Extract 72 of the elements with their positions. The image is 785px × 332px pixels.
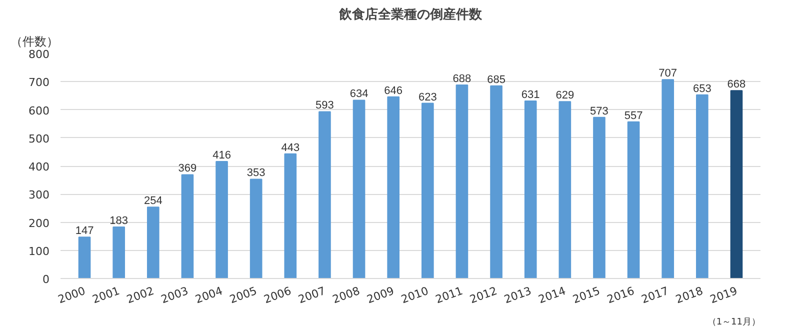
x-tick-label: 2003 [159, 284, 190, 306]
bar [112, 226, 125, 278]
x-tick-label: 2010 [399, 284, 430, 306]
x-tick-label: 2002 [124, 284, 156, 306]
data-label: 707 [658, 68, 678, 80]
data-label: 688 [452, 73, 472, 85]
data-label: 573 [590, 105, 608, 118]
bar [696, 94, 708, 278]
y-tick-label: 200 [28, 216, 50, 230]
data-label: 593 [316, 100, 334, 112]
bar [146, 206, 160, 278]
data-label: 646 [384, 84, 403, 97]
data-label: 443 [281, 142, 300, 154]
x-tick-label: 2019 [708, 284, 740, 306]
text: （1～11月） [707, 318, 761, 328]
bar [524, 100, 537, 278]
bar [456, 84, 468, 278]
bar [593, 116, 606, 278]
bar [352, 100, 366, 278]
bar [284, 153, 297, 278]
data-label: 623 [418, 91, 437, 104]
bar [181, 174, 194, 278]
bar [730, 90, 743, 278]
y-axis-title: （件数） [10, 34, 58, 48]
data-label: 147 [75, 225, 94, 238]
x-tick-label: 2009 [365, 284, 396, 306]
bar [490, 85, 502, 278]
bar [78, 236, 91, 278]
bar [627, 121, 640, 278]
x-tick-label: 2013 [502, 284, 534, 306]
data-label: 416 [212, 150, 231, 162]
bar [421, 102, 434, 278]
chart-title: 飲食店全業種の倒産件数 [338, 6, 483, 22]
x-tick-label: 2011 [434, 284, 465, 306]
data-label: 685 [487, 74, 506, 86]
y-tick-label: 500 [28, 132, 50, 146]
y-tick-label: 300 [28, 188, 50, 202]
data-label: 369 [178, 162, 197, 175]
x-tick-label: 2015 [571, 284, 602, 306]
x-tick-label: 2017 [640, 284, 670, 306]
x-tick-label: 2012 [468, 284, 499, 306]
bar [387, 96, 400, 278]
bar [558, 101, 572, 278]
x-tick-label: 2008 [330, 284, 362, 306]
data-label: 183 [110, 215, 128, 228]
x-tick-label: 2006 [262, 284, 293, 306]
y-tick-label: 0 [42, 273, 50, 286]
data-label: 254 [144, 195, 162, 208]
x-tick-label: 2014 [536, 284, 568, 306]
x-tick-label: 2016 [605, 284, 636, 306]
x-tick-label: 2001 [90, 284, 122, 306]
data-label: 629 [556, 90, 574, 102]
bar [318, 111, 331, 278]
y-tick-label: 800 [28, 48, 50, 61]
data-label: 353 [246, 167, 266, 180]
data-label: 631 [521, 89, 540, 102]
x-tick-label: 2018 [674, 284, 705, 306]
data-label: 557 [624, 110, 643, 122]
y-tick-label: 700 [28, 76, 50, 90]
x-tick-label: 2005 [228, 284, 259, 306]
data-label: 653 [692, 82, 712, 95]
bar [662, 79, 674, 278]
data-label: 668 [727, 78, 746, 91]
y-tick-label: 400 [28, 160, 50, 174]
x-tick-label: 2000 [56, 284, 88, 306]
y-tick-label: 600 [28, 104, 50, 118]
x-tick-label: 2007 [296, 284, 328, 306]
data-label: 634 [350, 88, 368, 100]
y-tick-label: 100 [28, 244, 50, 258]
bar [250, 178, 262, 278]
bar [216, 161, 228, 278]
x-tick-label: 2004 [194, 284, 224, 306]
